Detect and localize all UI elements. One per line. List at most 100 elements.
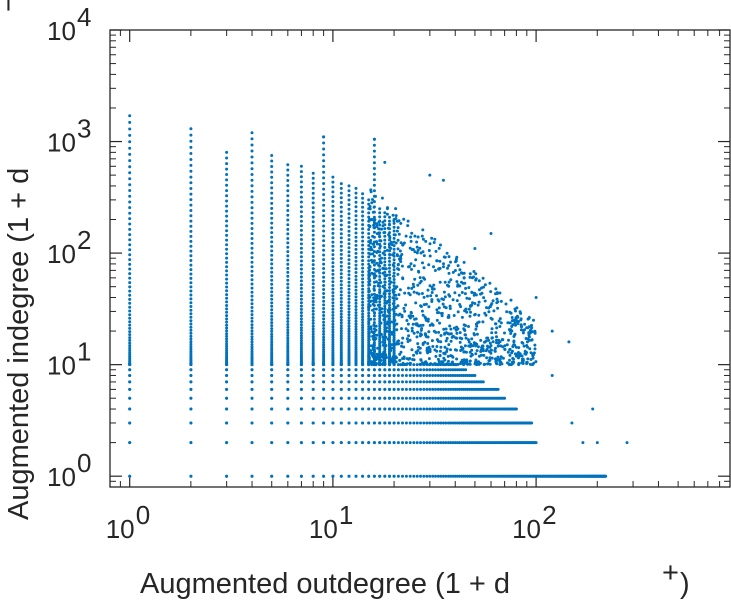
data-point	[270, 380, 274, 384]
data-point	[128, 309, 132, 313]
data-point	[434, 380, 437, 384]
data-point	[270, 441, 274, 445]
data-point	[225, 342, 229, 346]
data-point	[189, 276, 193, 280]
data-point	[339, 374, 343, 377]
data-point	[189, 325, 193, 329]
data-point	[410, 329, 414, 333]
data-point	[250, 309, 254, 313]
data-point	[128, 159, 132, 163]
data-point	[189, 387, 193, 391]
data-point	[433, 237, 437, 241]
data-point	[354, 271, 358, 274]
data-point	[415, 322, 419, 326]
data-point	[128, 474, 132, 478]
data-point	[270, 308, 274, 312]
data-point	[383, 227, 387, 231]
data-point	[409, 235, 413, 239]
data-point	[385, 329, 389, 333]
data-point	[311, 327, 315, 331]
data-point	[489, 348, 493, 352]
data-point	[371, 346, 375, 350]
data-point	[512, 360, 516, 364]
data-point	[299, 215, 303, 218]
data-point	[439, 311, 443, 315]
data-point	[412, 363, 416, 367]
data-point	[474, 272, 478, 276]
data-point	[339, 474, 343, 478]
data-point	[374, 240, 378, 244]
data-point	[415, 240, 419, 244]
data-point	[299, 339, 303, 343]
data-point	[404, 396, 408, 400]
data-point	[442, 290, 446, 294]
data-point	[388, 333, 391, 337]
data-point	[354, 281, 358, 285]
data-point	[331, 190, 335, 194]
data-point	[128, 165, 132, 169]
data-point	[250, 195, 254, 199]
data-point	[415, 396, 419, 400]
data-point	[339, 441, 343, 445]
data-point	[372, 368, 376, 372]
data-point	[431, 387, 435, 391]
data-point	[225, 347, 229, 350]
data-point	[455, 368, 459, 372]
data-point	[441, 474, 445, 478]
data-point	[384, 344, 388, 348]
data-point	[286, 270, 290, 274]
data-point	[422, 295, 426, 299]
data-point	[422, 374, 426, 377]
data-point	[311, 332, 315, 336]
data-point	[513, 332, 517, 336]
data-point	[361, 323, 365, 327]
data-point	[392, 247, 396, 251]
data-point	[473, 333, 476, 337]
data-point	[361, 243, 365, 247]
data-point	[367, 325, 371, 329]
data-point	[383, 304, 387, 308]
data-point	[439, 345, 443, 349]
data-point	[373, 273, 377, 277]
data-point	[347, 193, 351, 197]
data-point	[475, 360, 479, 364]
data-point	[339, 240, 343, 244]
data-point	[311, 201, 315, 205]
data-point	[250, 274, 254, 277]
data-point	[347, 284, 351, 288]
data-point	[250, 290, 254, 294]
data-point	[462, 359, 466, 363]
data-point	[392, 387, 396, 391]
data-point	[418, 281, 422, 285]
data-point	[444, 380, 448, 384]
data-point	[441, 407, 445, 411]
data-point	[392, 229, 396, 233]
data-point	[449, 348, 452, 352]
data-point	[422, 254, 426, 258]
data-point	[408, 421, 412, 425]
data-point	[468, 359, 472, 363]
data-point	[375, 261, 379, 265]
data-point	[479, 292, 482, 296]
data-point	[250, 316, 254, 320]
data-point	[339, 318, 343, 322]
data-point	[372, 407, 376, 411]
data-point	[361, 273, 365, 277]
data-point	[331, 363, 335, 367]
data-point	[250, 260, 254, 264]
data-point	[496, 355, 500, 359]
data-point	[412, 396, 416, 400]
data-point	[383, 396, 387, 400]
data-point	[510, 351, 514, 355]
data-point	[530, 326, 534, 330]
data-point	[395, 342, 399, 346]
data-point	[299, 346, 303, 349]
data-point	[225, 374, 229, 377]
data-point	[383, 295, 387, 299]
data-point	[347, 280, 351, 284]
data-point	[477, 279, 481, 283]
data-point	[377, 263, 381, 267]
data-point	[520, 341, 524, 344]
data-point	[286, 474, 290, 478]
y-tick-label-exponent: 3	[77, 114, 91, 144]
